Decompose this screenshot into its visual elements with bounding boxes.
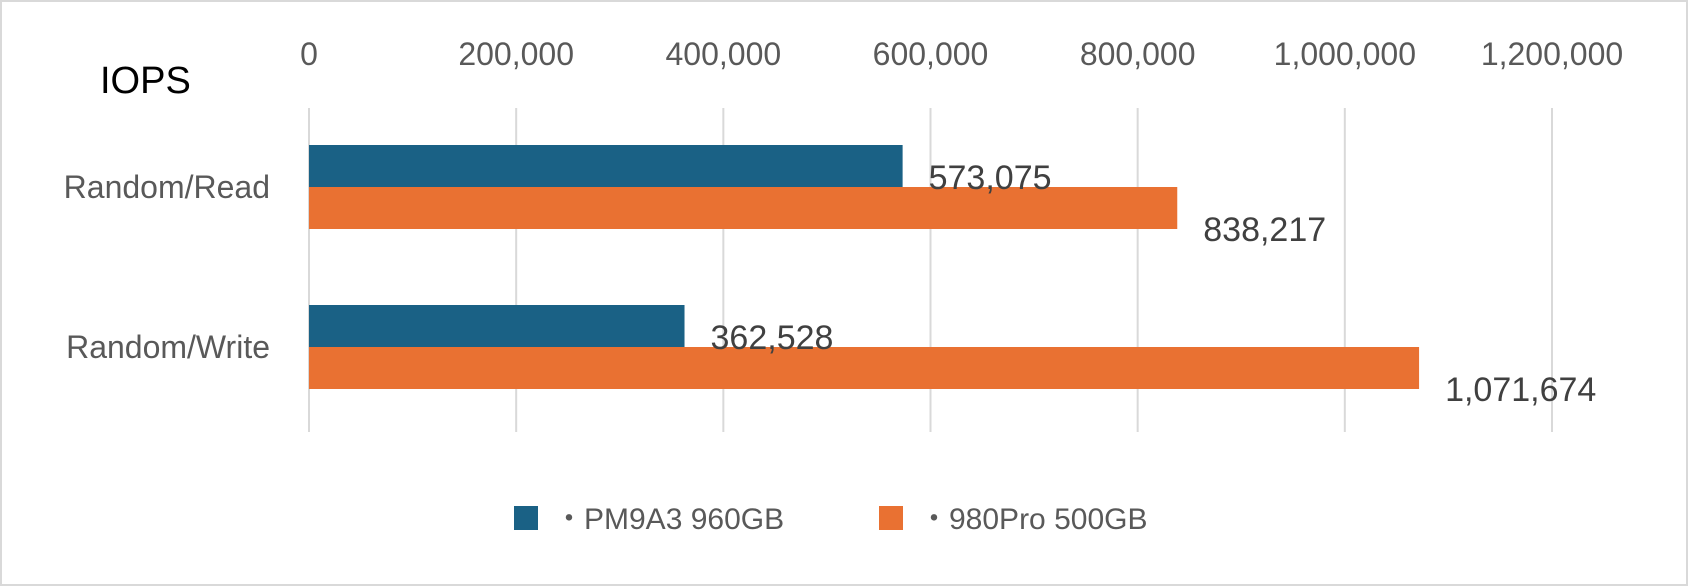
x-tick-label: 800,000 bbox=[1080, 36, 1196, 72]
data-label: 1,071,674 bbox=[1445, 371, 1596, 409]
data-labels: 573,075 838,217 362,528 1,071,674 bbox=[711, 159, 1597, 409]
legend-swatch bbox=[879, 506, 903, 530]
x-tick-label: 200,000 bbox=[458, 36, 574, 72]
bar bbox=[309, 187, 1178, 229]
legend-label: ・PM9A3 960GB bbox=[554, 503, 784, 536]
x-tick-label: 0 bbox=[300, 36, 318, 72]
legend: ・PM9A3 960GB ・980Pro 500GB bbox=[514, 503, 1147, 536]
data-label: 362,528 bbox=[711, 319, 834, 357]
x-tick-label: 600,000 bbox=[873, 36, 989, 72]
category-axis: Random/Read Random/Write bbox=[64, 169, 270, 365]
bar bbox=[309, 145, 903, 187]
bar bbox=[309, 305, 685, 347]
bars bbox=[309, 145, 1420, 389]
legend-swatch bbox=[514, 506, 538, 530]
category-label: Random/Write bbox=[66, 329, 270, 365]
x-tick-label: 1,000,000 bbox=[1274, 36, 1416, 72]
data-label: 573,075 bbox=[929, 159, 1052, 197]
legend-label: ・980Pro 500GB bbox=[919, 503, 1147, 536]
category-label: Random/Read bbox=[64, 169, 270, 205]
x-tick-label: 1,200,000 bbox=[1481, 36, 1623, 72]
x-tick-label: 400,000 bbox=[665, 36, 781, 72]
data-label: 838,217 bbox=[1203, 211, 1326, 249]
x-axis-ticks: 0 200,000 400,000 600,000 800,000 1,000,000 1,… bbox=[300, 36, 1623, 72]
bar bbox=[309, 347, 1420, 389]
chart-title: IOPS bbox=[100, 60, 191, 102]
